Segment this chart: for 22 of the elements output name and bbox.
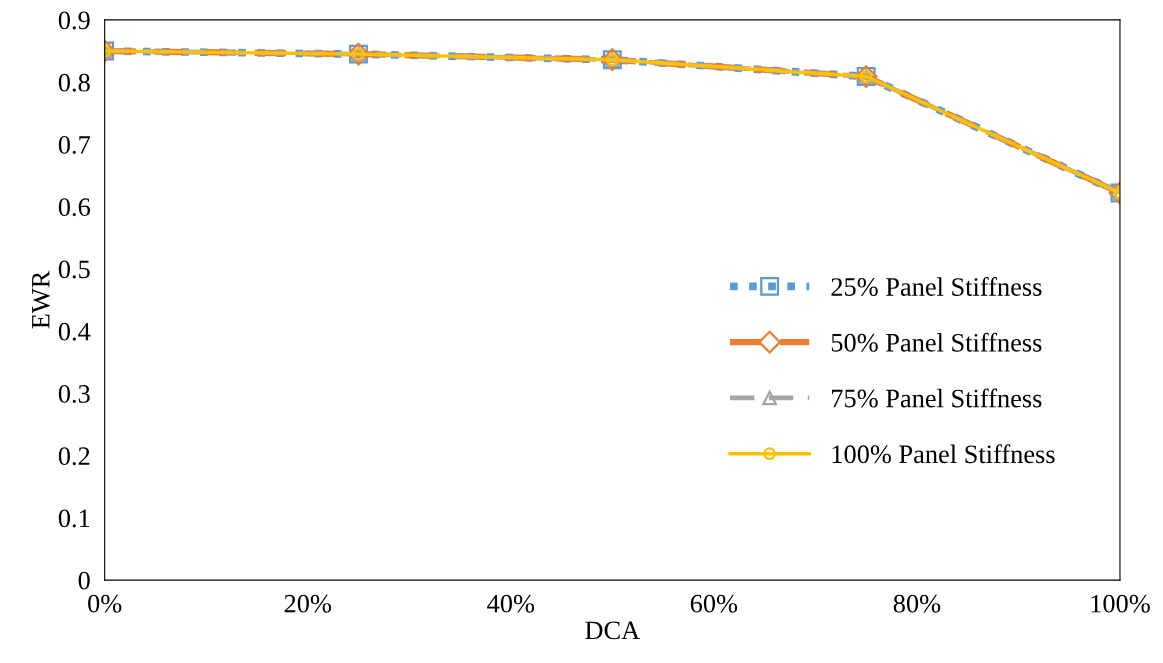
legend-label: 100% Panel Stiffness: [832, 444, 1055, 464]
y-tick-label: 0.9: [58, 11, 90, 30]
x-tick-label: 0%: [88, 594, 122, 613]
legend-label: 50% Panel Stiffness: [831, 332, 1042, 352]
legend-label: 75% Panel Stiffness: [832, 388, 1042, 408]
legend-label: 25% Panel Stiffness: [831, 277, 1042, 296]
y-tick-label: 0.7: [58, 135, 91, 154]
x-tick-label: 100%: [1091, 594, 1150, 613]
x-tick-label: 40%: [487, 594, 535, 613]
x-tick-label: 80%: [893, 594, 941, 613]
y-tick-label: 0.8: [58, 73, 90, 92]
y-tick-label: 0.5: [58, 260, 90, 279]
y-tick-label: 0.6: [58, 198, 90, 217]
y-tick-label: 0.4: [58, 322, 91, 341]
x-tick-label: 60%: [690, 594, 738, 613]
x-axis-title: DCA: [585, 621, 640, 640]
y-tick-label: 0.1: [58, 509, 90, 528]
y-tick-label: 0.3: [58, 384, 90, 403]
y-axis-title: EWR: [32, 270, 50, 329]
y-tick-label: 0: [78, 571, 90, 590]
y-tick-label: 0.2: [58, 447, 90, 466]
x-tick-label: 20%: [284, 594, 332, 613]
